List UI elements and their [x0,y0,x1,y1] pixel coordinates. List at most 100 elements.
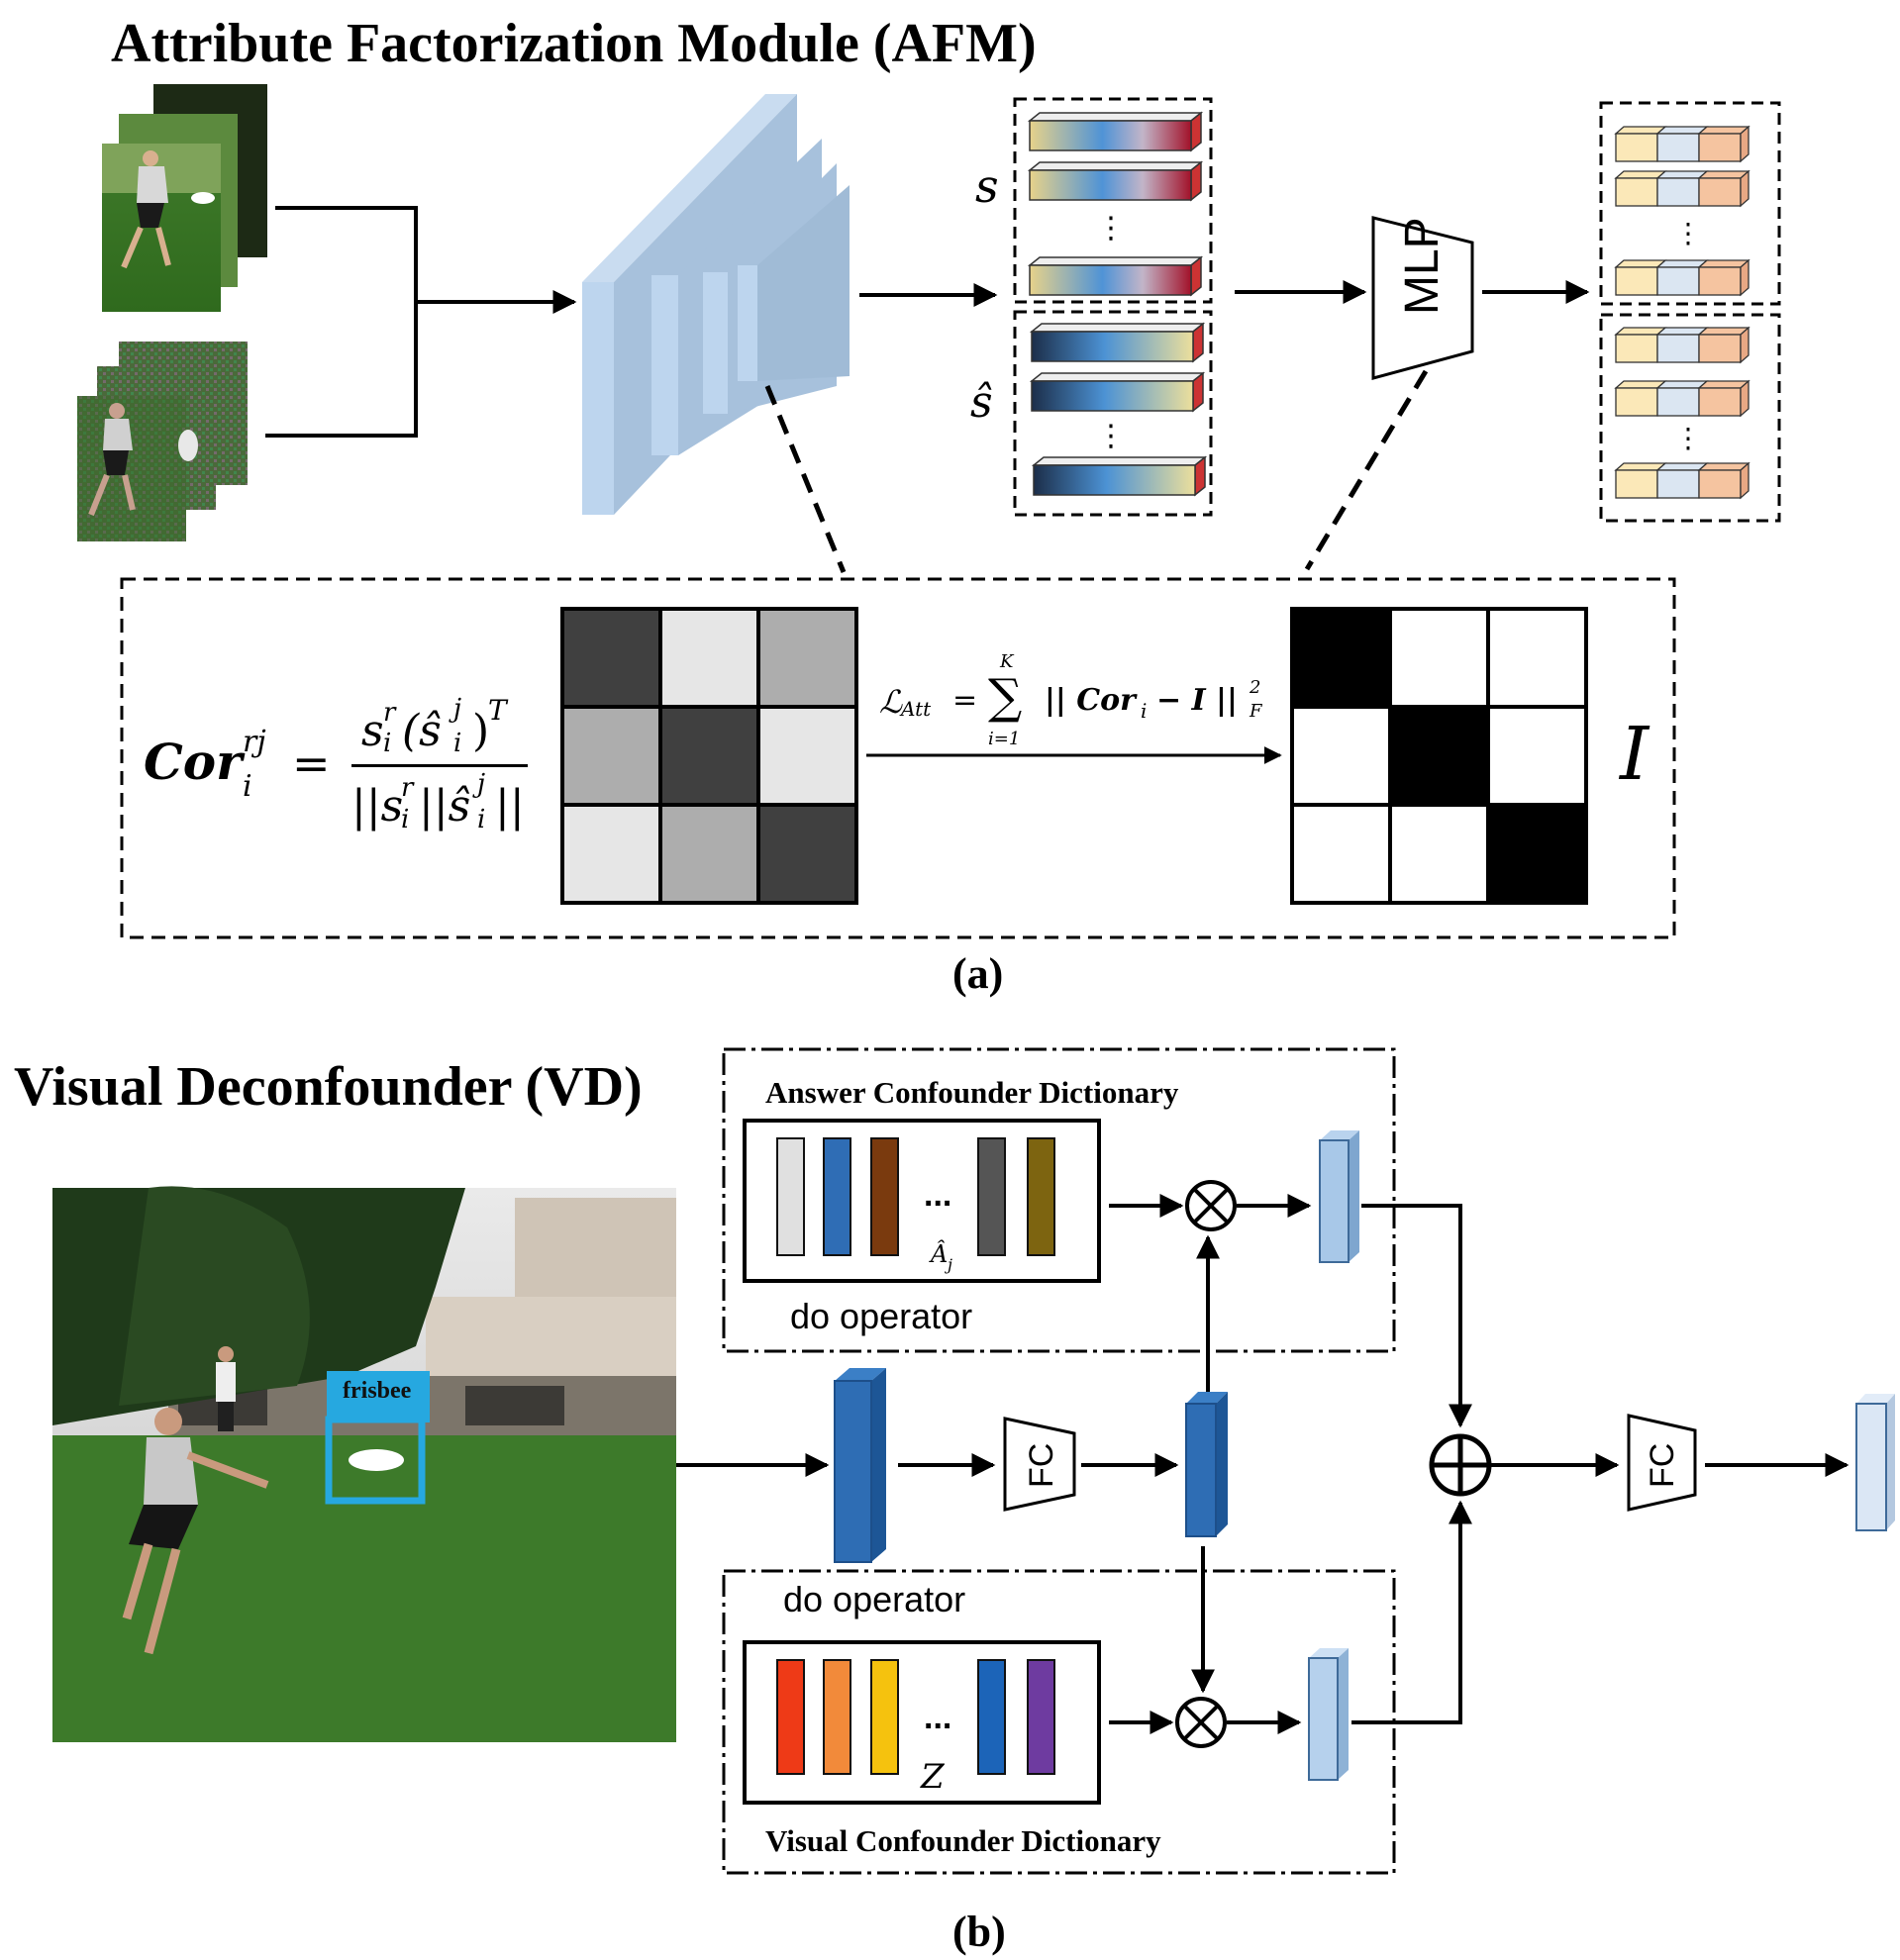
label-s-hat: ŝ [970,377,993,428]
cor-den-sup-r: r [401,773,414,803]
answer-deconfounded-vector [1319,1130,1359,1263]
visual-dict-entry-4 [1027,1659,1055,1775]
detection-label: frisbee [343,1378,412,1404]
output-feature-vector [1855,1394,1895,1531]
cor-cell-2-0 [560,803,662,905]
s-hat-vector-1 [1029,371,1206,413]
caption-a: (a) [952,949,1004,998]
cor-num-paren: ) [472,706,490,756]
factor-vector-4 [1614,379,1750,418]
s-hat-feature-group [1013,310,1213,517]
cor-cell-0-2 [756,607,858,709]
visual-dict-entry-3 [977,1659,1006,1775]
loss-sum-top: K [1000,651,1014,672]
factor-group-s-hat [1599,313,1781,523]
input-counterfactual-frames [77,342,248,541]
identity-cell-1-0 [1290,705,1392,807]
cor-cell-2-2 [756,803,858,905]
identity-cell-2-2 [1486,803,1588,905]
identity-cell-0-2 [1486,607,1588,709]
cor-num-s: s [361,706,384,756]
loss-equals: = [952,683,978,718]
visual-dict-entry-2 [870,1659,899,1775]
s-hat-vector-2 [1031,455,1208,497]
factor-vector-0 [1614,125,1750,163]
cor-cell-0-0 [560,607,662,709]
s-vector-0 [1027,111,1204,152]
loss-symbol: ℒ [879,683,903,721]
loss-body-rest: − I || [1156,683,1238,718]
scene-photo [52,1186,676,1742]
answer-dict-entry-4 [1027,1137,1055,1256]
visual-deconfounded-vector [1308,1648,1349,1781]
fc-block-2 [1627,1414,1697,1512]
cor-cell-2-1 [658,803,760,905]
cor-cell-0-1 [658,607,760,709]
identity-cell-1-1 [1388,705,1490,807]
cor-num-sup-T: T [488,694,507,727]
visual-dictionary-title: Visual Confounder Dictionary [765,1823,1161,1858]
afm-title: Attribute Factorization Module (AFM) [111,13,1037,74]
correlation-matrix [560,607,858,905]
add-op [1429,1433,1492,1497]
cor-sub: i [243,769,252,804]
loss-body-sub2: F [1250,701,1262,722]
s-feature-group [1013,97,1213,304]
input-video-frames [102,84,267,312]
cor-den-shat: ||ŝ [419,781,471,832]
fc-block-1 [1003,1417,1076,1512]
visual-feature-vector [834,1368,886,1563]
factor-vector-3 [1614,326,1750,364]
answer-dictionary-group [722,1047,1396,1353]
cor-cell-1-0 [560,705,662,807]
label-s: s [975,159,999,213]
cor-equals: = [292,736,331,790]
vd-arrows [1109,1194,1850,1734]
loss-sub: Att [901,697,932,721]
fraction-bar [351,764,528,767]
cor-den-sub-i: i [401,805,410,834]
visual-dict-entry-0 [776,1659,805,1775]
answer-dict-entry-3 [977,1137,1006,1256]
answer-dict-entry-1 [823,1137,851,1256]
cor-cell-1-2 [756,705,858,807]
merge-connector [265,206,577,438]
factor-ellipsis-2: ⋮ [1674,422,1702,454]
answer-dict-entry-0 [776,1137,805,1256]
cor-den-s: ||s [351,781,404,832]
vd-title: Visual Deconfounder (VD) [14,1056,643,1118]
cor-num-sub-i: i [383,729,392,758]
answer-dict-symbol: Â [931,1240,949,1268]
cor-num-sub-i2: i [453,729,462,758]
multiply-op-top [1185,1180,1237,1231]
cor-num-sup-r: r [383,698,396,728]
dashed-link-cnn [764,385,847,573]
answer-dict-symbol-sub: j [948,1255,952,1274]
loss-body: || Cor [1045,683,1136,718]
cor-cell-1-1 [658,705,760,807]
dashed-link-mlp [1304,369,1429,571]
s-vector-2 [1027,255,1204,297]
factor-vector-1 [1614,169,1750,208]
s-ellipsis: ⋮ [1096,211,1126,245]
answer-dict-entry-2 [870,1137,899,1256]
identity-cell-0-0 [1290,607,1392,709]
loss-sum: ∑ [988,669,1023,725]
visual-dictionary-entries [776,1659,1055,1775]
feature-vectors: ⋮⋮ [1027,111,1208,497]
answer-dict-ellipsis: ... [924,1176,952,1214]
factor-vector-5 [1614,461,1750,500]
do-operator-bottom: do operator [783,1579,966,1619]
factor-vector-2 [1614,258,1750,297]
caption-b: (b) [952,1908,1006,1956]
visual-dict-entry-1 [823,1659,851,1775]
loss-sum-bottom: i=1 [988,729,1021,749]
cor-den-end: || [495,781,525,832]
answer-dictionary-title: Answer Confounder Dictionary [765,1075,1179,1110]
s-hat-ellipsis: ⋮ [1096,419,1126,453]
mlp-label: MLP [1396,217,1449,315]
loss-body-sub: i [1141,699,1148,723]
factorized-vectors: ⋮⋮ [1614,125,1750,500]
cnn-backbone [582,94,850,515]
